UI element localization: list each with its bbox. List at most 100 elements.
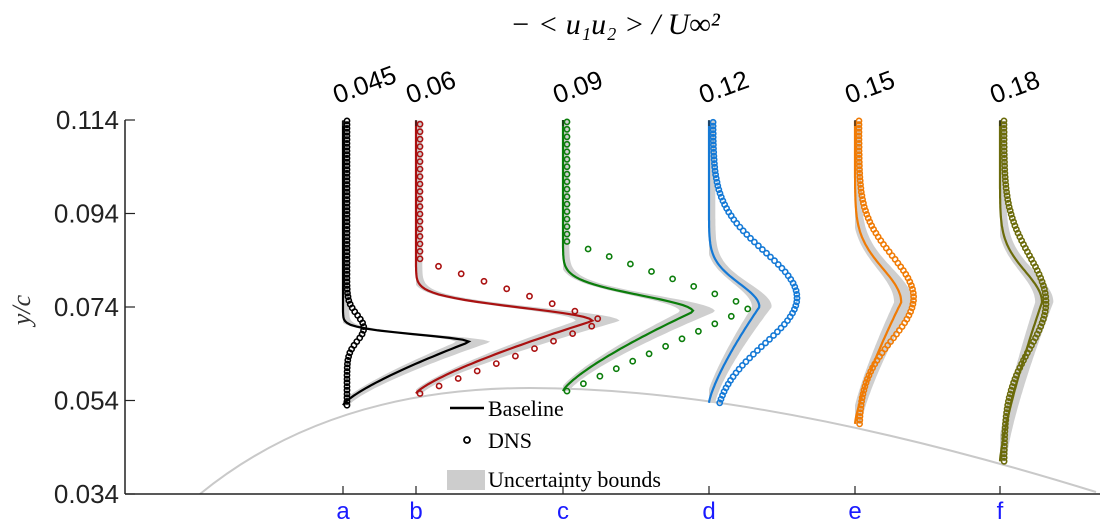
dns-point (563, 170, 571, 178)
dns-point (860, 203, 868, 211)
dns-point (563, 185, 571, 193)
dns-point (856, 409, 864, 417)
dns-point (1001, 442, 1008, 450)
dns-point (563, 223, 571, 230)
dns-point (343, 383, 351, 390)
legend-uncertainty-label: Uncertainty bounds (488, 467, 661, 492)
dns-point (861, 383, 869, 390)
dns-point (1000, 454, 1008, 461)
dns-point (713, 178, 721, 186)
dns-point (627, 260, 634, 268)
dns-point (1041, 311, 1048, 319)
profile-top-label: 0.15 (841, 64, 899, 110)
dns-point (343, 181, 351, 188)
dns-point (343, 214, 351, 222)
dns-point (856, 169, 864, 177)
baseline-curve (341, 120, 472, 406)
profile-station-label: f (997, 498, 1004, 524)
y-tick-label: 0.054 (54, 386, 119, 416)
dns-point (1002, 184, 1010, 192)
dns-point (416, 195, 424, 203)
dns-point (858, 394, 866, 402)
dns-point (1003, 409, 1010, 417)
dns-point (416, 173, 424, 180)
dns-point (662, 342, 669, 350)
dns-point (563, 118, 571, 126)
dns-point (855, 158, 863, 166)
dns-point (711, 160, 718, 167)
dns-point (563, 163, 571, 171)
dns-point (343, 124, 351, 132)
dns-point (716, 189, 724, 197)
dns-point (563, 178, 571, 186)
dns-point (343, 203, 351, 211)
dns-point (1010, 218, 1017, 226)
dns-point (1000, 446, 1008, 454)
dns-point (548, 300, 556, 308)
dns-point (793, 294, 801, 302)
dns-point (862, 207, 869, 215)
dns-point (569, 330, 576, 337)
dns-point (343, 252, 351, 259)
dns-point (746, 354, 753, 362)
dns-point (727, 312, 735, 320)
dns-point (908, 304, 916, 312)
dns-point (910, 297, 917, 304)
dns-point (416, 247, 424, 255)
dns-point (1000, 128, 1008, 136)
dns-point (763, 249, 770, 257)
dns-point (1002, 416, 1010, 424)
dns-point (778, 264, 786, 272)
dns-point (709, 126, 717, 134)
dns-point (714, 182, 722, 190)
dns-point (1000, 124, 1008, 132)
dns-point (1001, 431, 1009, 439)
dns-point (1000, 121, 1008, 129)
dns-point (1038, 319, 1046, 327)
dns-point (343, 147, 351, 155)
dns-point (1010, 379, 1017, 387)
dns-point (907, 308, 914, 316)
dns-point (1002, 181, 1010, 188)
dns-point (855, 136, 863, 143)
dns-point (563, 148, 571, 156)
profile-station-label: d (702, 498, 715, 524)
dns-point (770, 332, 777, 339)
dns-point (711, 163, 719, 171)
dns-point (416, 165, 424, 173)
dns-point (343, 394, 351, 402)
dns-point (550, 337, 557, 345)
dns-point (344, 293, 352, 301)
dns-point (480, 277, 488, 285)
y-ticks-layer: 0.034 0.054 0.074 0.094 0.114 (54, 105, 135, 509)
dns-point (343, 225, 351, 233)
dns-point (855, 154, 863, 162)
dns-point (1000, 136, 1008, 143)
dns-point (416, 390, 424, 397)
dns-point (1000, 151, 1008, 158)
dns-point (710, 145, 717, 152)
profile-station-label: b (409, 498, 422, 524)
dns-point (856, 162, 863, 170)
dns-point (762, 339, 769, 347)
dns-point (346, 300, 354, 308)
dns-point (416, 225, 424, 233)
dns-point (1001, 166, 1009, 173)
dns-point (343, 401, 351, 409)
dns-point (343, 192, 351, 200)
dns-point (856, 412, 864, 420)
dns-point (343, 248, 351, 256)
dns-point (1001, 173, 1009, 181)
dns-point (1008, 383, 1016, 390)
dns-point (1001, 154, 1008, 162)
dns-point (855, 128, 863, 136)
dns-point (343, 169, 351, 177)
dns-point (709, 122, 717, 130)
dns-point (758, 343, 765, 351)
dns-point (711, 167, 719, 175)
dns-point (1037, 323, 1045, 330)
dns-point (1000, 457, 1008, 465)
y-tick-label: 0.094 (54, 199, 119, 229)
dns-point (716, 399, 724, 407)
